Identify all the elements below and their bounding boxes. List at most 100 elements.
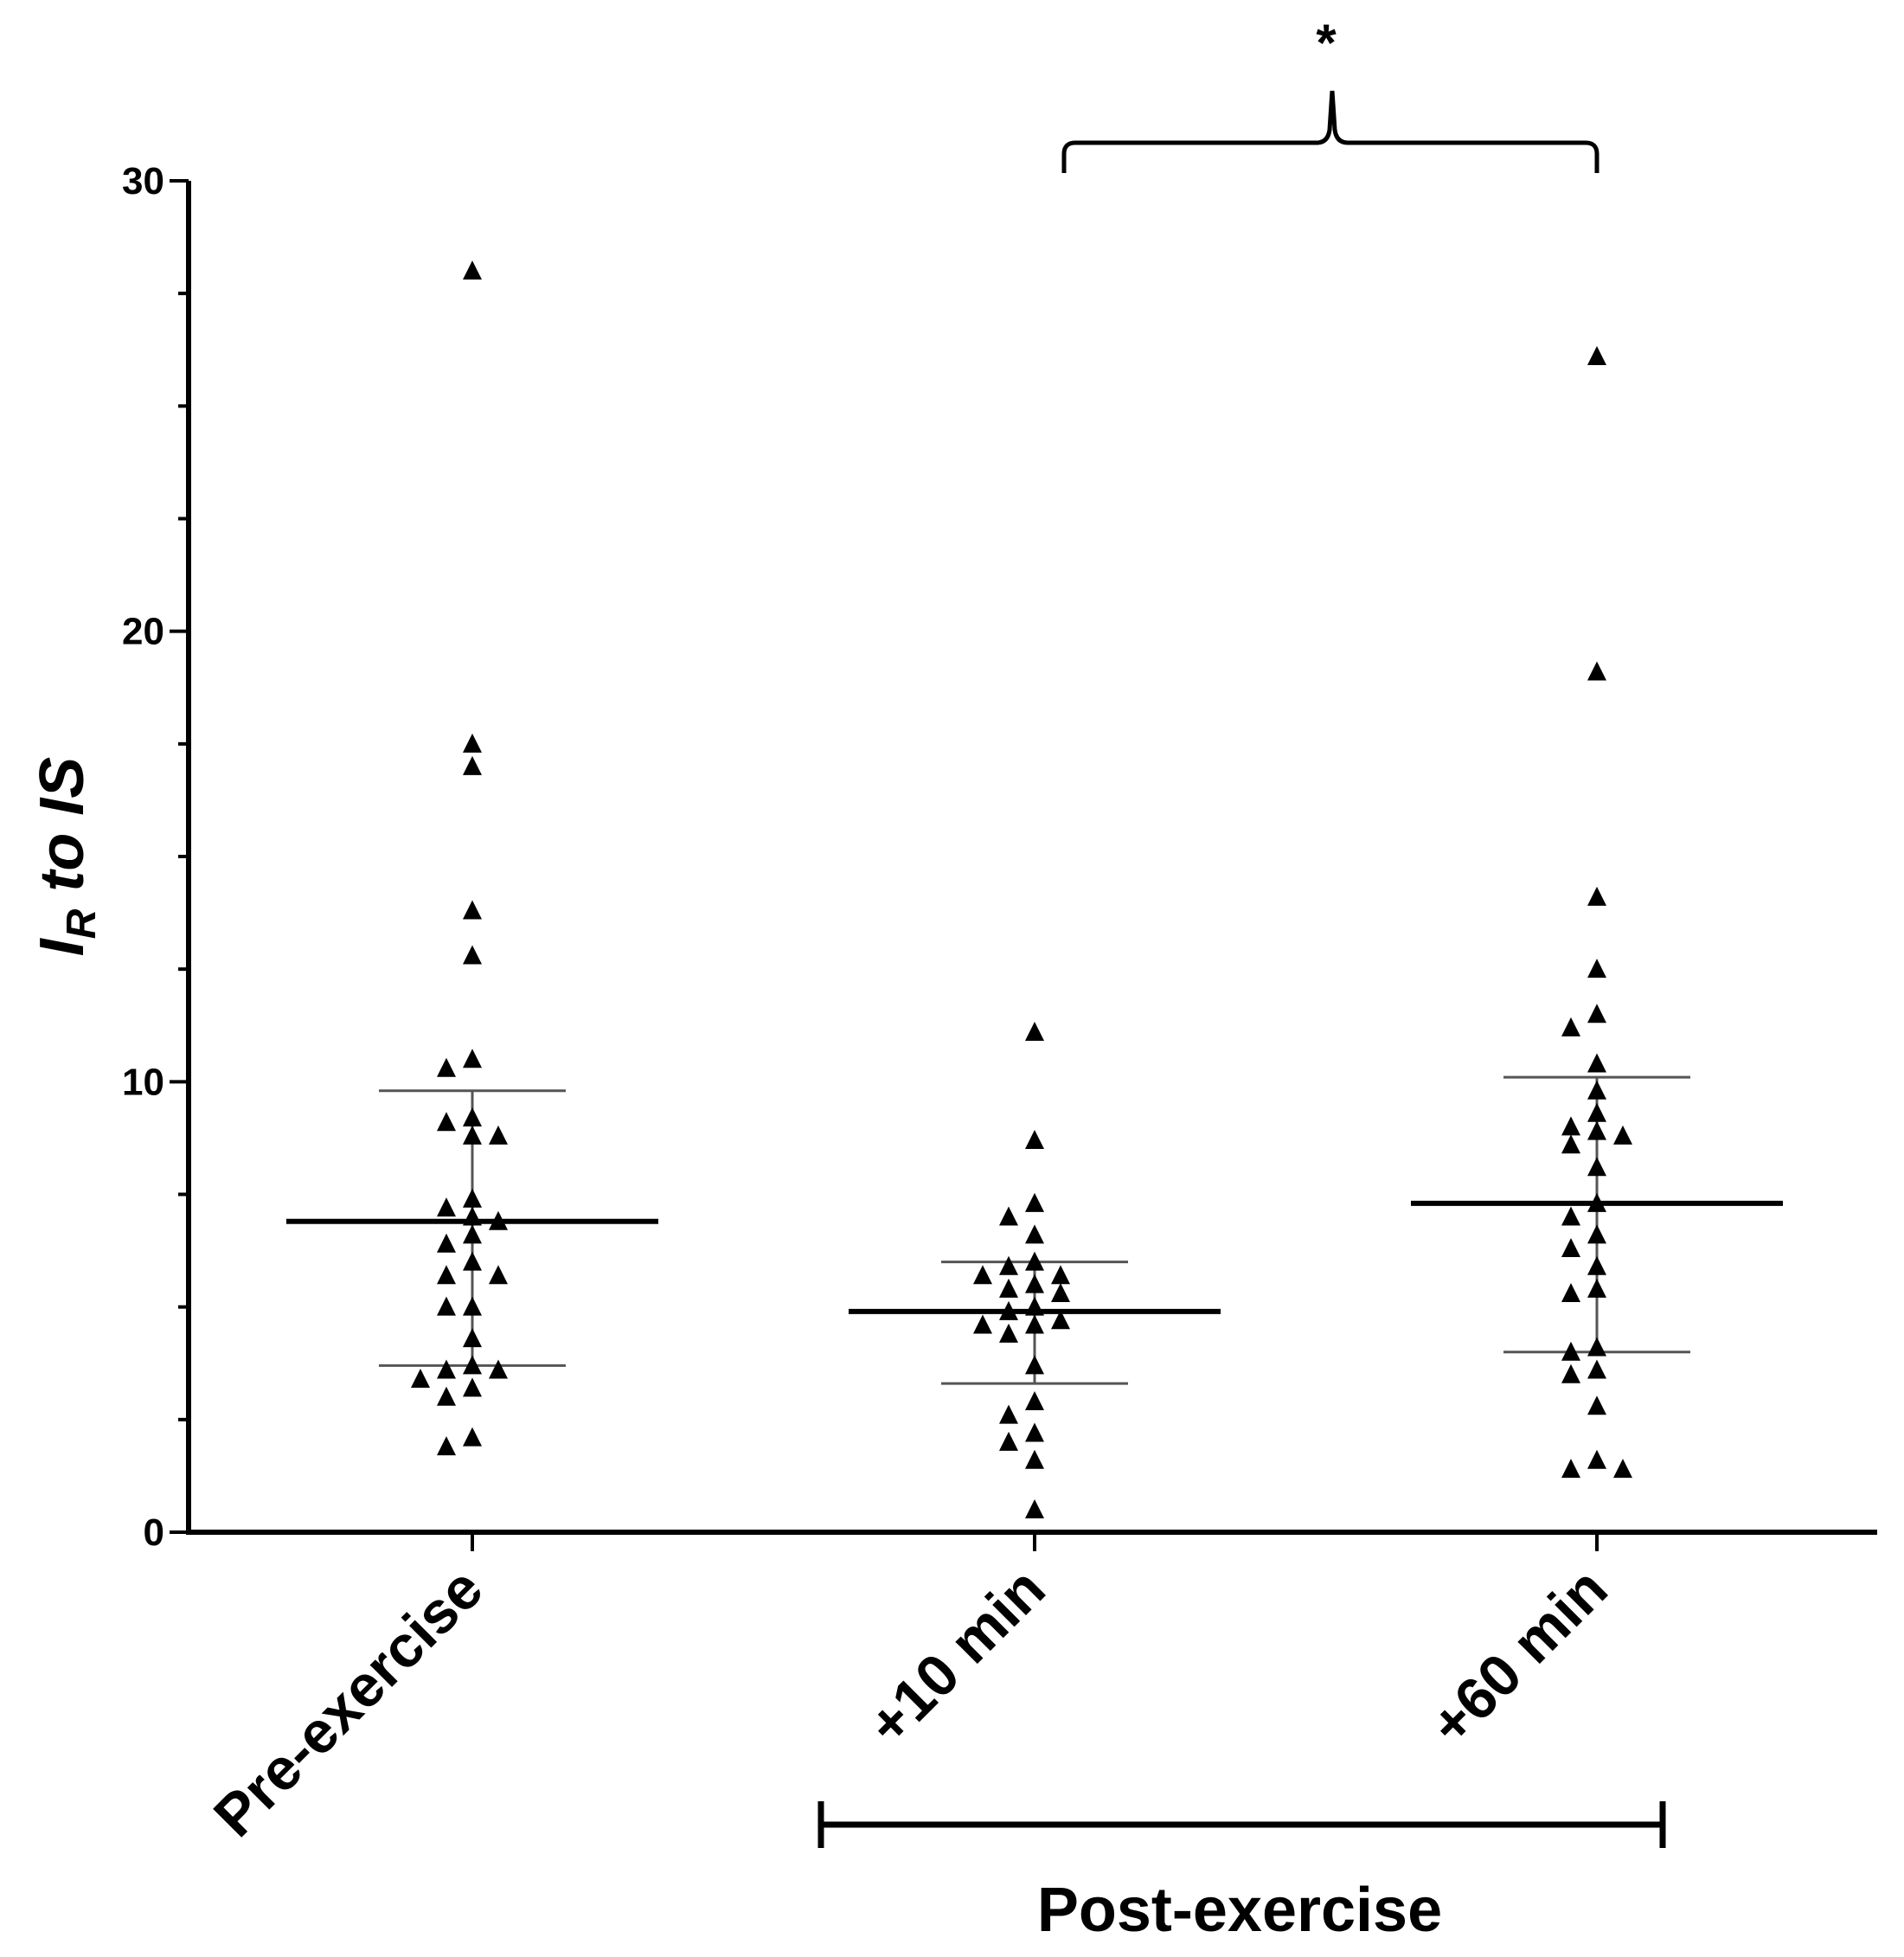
data-point [999,1206,1018,1226]
data-point [463,1251,482,1271]
data-point [489,1359,508,1379]
group-label: Post-exercise [1037,1876,1442,1945]
data-point [1025,1422,1044,1442]
data-point [437,1296,456,1316]
data-point [1587,1080,1606,1100]
data-point [1587,1337,1606,1357]
data-point [1587,1120,1606,1140]
data-point [463,755,482,775]
x-tick-label: +10 min [855,1556,1057,1758]
group-bracket-line [817,1801,1666,1848]
data-point [437,1233,456,1253]
x-tick-label: Pre-exercise [202,1556,496,1850]
data-point [1587,346,1606,366]
data-point [1587,1224,1606,1244]
data-point [463,900,482,920]
data-point [463,1355,482,1375]
significance-bracket-line [1061,90,1599,173]
data-point [1561,1283,1580,1303]
data-point [999,1431,1018,1451]
significance-marker: * [1316,14,1337,72]
data-point [1613,1125,1632,1145]
data-point [489,1125,508,1145]
data-point [1025,1498,1044,1518]
data-point [1587,1359,1606,1379]
data-point [1025,1296,1044,1316]
y-axis: 0 10 20 30 [122,160,191,1554]
data-point [1587,1396,1606,1415]
data-point [463,1328,482,1348]
data-point [437,1359,456,1379]
data-point [1613,1459,1632,1479]
data-point [1587,1449,1606,1469]
data-point [999,1278,1018,1298]
y-tick-label: 30 [122,160,164,202]
data-point [463,945,482,965]
data-point [437,1436,456,1456]
data-point [1561,1206,1580,1226]
data-points [411,260,1632,1518]
data-point [437,1265,456,1285]
data-point [437,1112,456,1132]
data-point [1025,1449,1044,1469]
data-point [463,1049,482,1068]
data-point [999,1404,1018,1424]
x-tick-label: +60 min [1417,1556,1619,1758]
data-point [1051,1310,1070,1330]
data-point [1587,959,1606,978]
data-point [463,1427,482,1447]
data-point [437,1197,456,1217]
data-point [973,1265,992,1285]
data-point [489,1210,508,1230]
data-point [1587,886,1606,906]
data-point [1587,1192,1606,1212]
data-point [1561,1341,1580,1361]
data-point [463,260,482,280]
significance-bracket: * [1061,14,1599,173]
data-point [463,1206,482,1226]
data-point [1587,1278,1606,1298]
data-point [999,1300,1018,1320]
data-point [437,1057,456,1077]
data-point [1025,1355,1044,1375]
data-point [463,1107,482,1126]
data-point [1561,1134,1580,1154]
data-point [1025,1130,1044,1150]
data-point [437,1386,456,1406]
data-point [1025,1192,1044,1212]
data-point [1587,1004,1606,1023]
data-point [1561,1363,1580,1383]
data-point [1025,1022,1044,1042]
data-point [1561,1459,1580,1479]
data-point [1025,1274,1044,1293]
data-point [463,1296,482,1316]
data-point [1025,1314,1044,1334]
data-point [411,1368,430,1388]
data-point [463,1224,482,1244]
data-point [999,1255,1018,1275]
data-point [1051,1283,1070,1303]
x-axis: Pre-exercise +10 min +60 min [186,1530,1877,1850]
data-point [463,1377,482,1397]
y-tick-label: 10 [122,1061,164,1103]
y-tick-label: 20 [122,611,164,653]
y-ticks: 0 10 20 30 [122,160,189,1554]
data-point [1561,1237,1580,1257]
data-point [463,733,482,753]
data-point [489,1265,508,1285]
data-point [1587,1102,1606,1122]
data-point [463,1125,482,1145]
data-point [1587,1053,1606,1073]
y-tick-label: 0 [144,1511,164,1554]
data-point [1561,1116,1580,1136]
data-point [1587,1255,1606,1275]
data-point [463,1188,482,1208]
y-axis-title: IR to IS [28,757,105,957]
data-point [1587,1157,1606,1177]
data-point [1025,1391,1044,1411]
data-point [1025,1251,1044,1271]
data-point [1051,1265,1070,1285]
data-point [999,1323,1018,1343]
data-point [1025,1224,1044,1244]
